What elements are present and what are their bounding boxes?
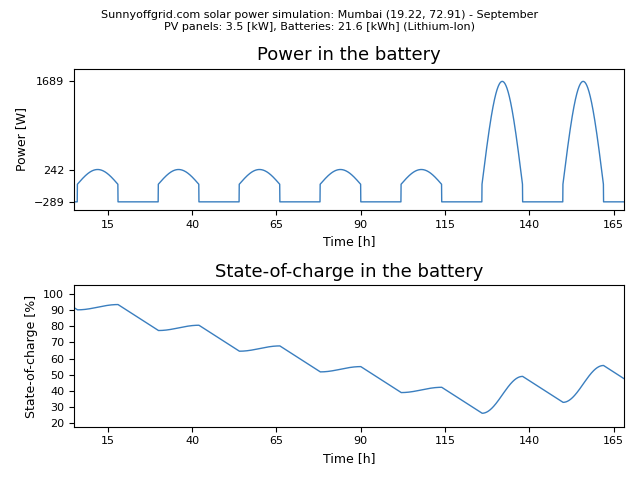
Title: State-of-charge in the battery: State-of-charge in the battery <box>214 263 483 281</box>
Y-axis label: State-of-charge [%]: State-of-charge [%] <box>25 295 38 418</box>
Y-axis label: Power [W]: Power [W] <box>15 107 28 171</box>
X-axis label: Time [h]: Time [h] <box>323 235 375 248</box>
Title: Power in the battery: Power in the battery <box>257 46 441 64</box>
Text: Sunnyoffgrid.com solar power simulation: Mumbai (19.22, 72.91) - September: Sunnyoffgrid.com solar power simulation:… <box>101 10 539 20</box>
Text: PV panels: 3.5 [kW], Batteries: 21.6 [kWh] (Lithium-Ion): PV panels: 3.5 [kW], Batteries: 21.6 [kW… <box>164 22 476 32</box>
X-axis label: Time [h]: Time [h] <box>323 452 375 465</box>
